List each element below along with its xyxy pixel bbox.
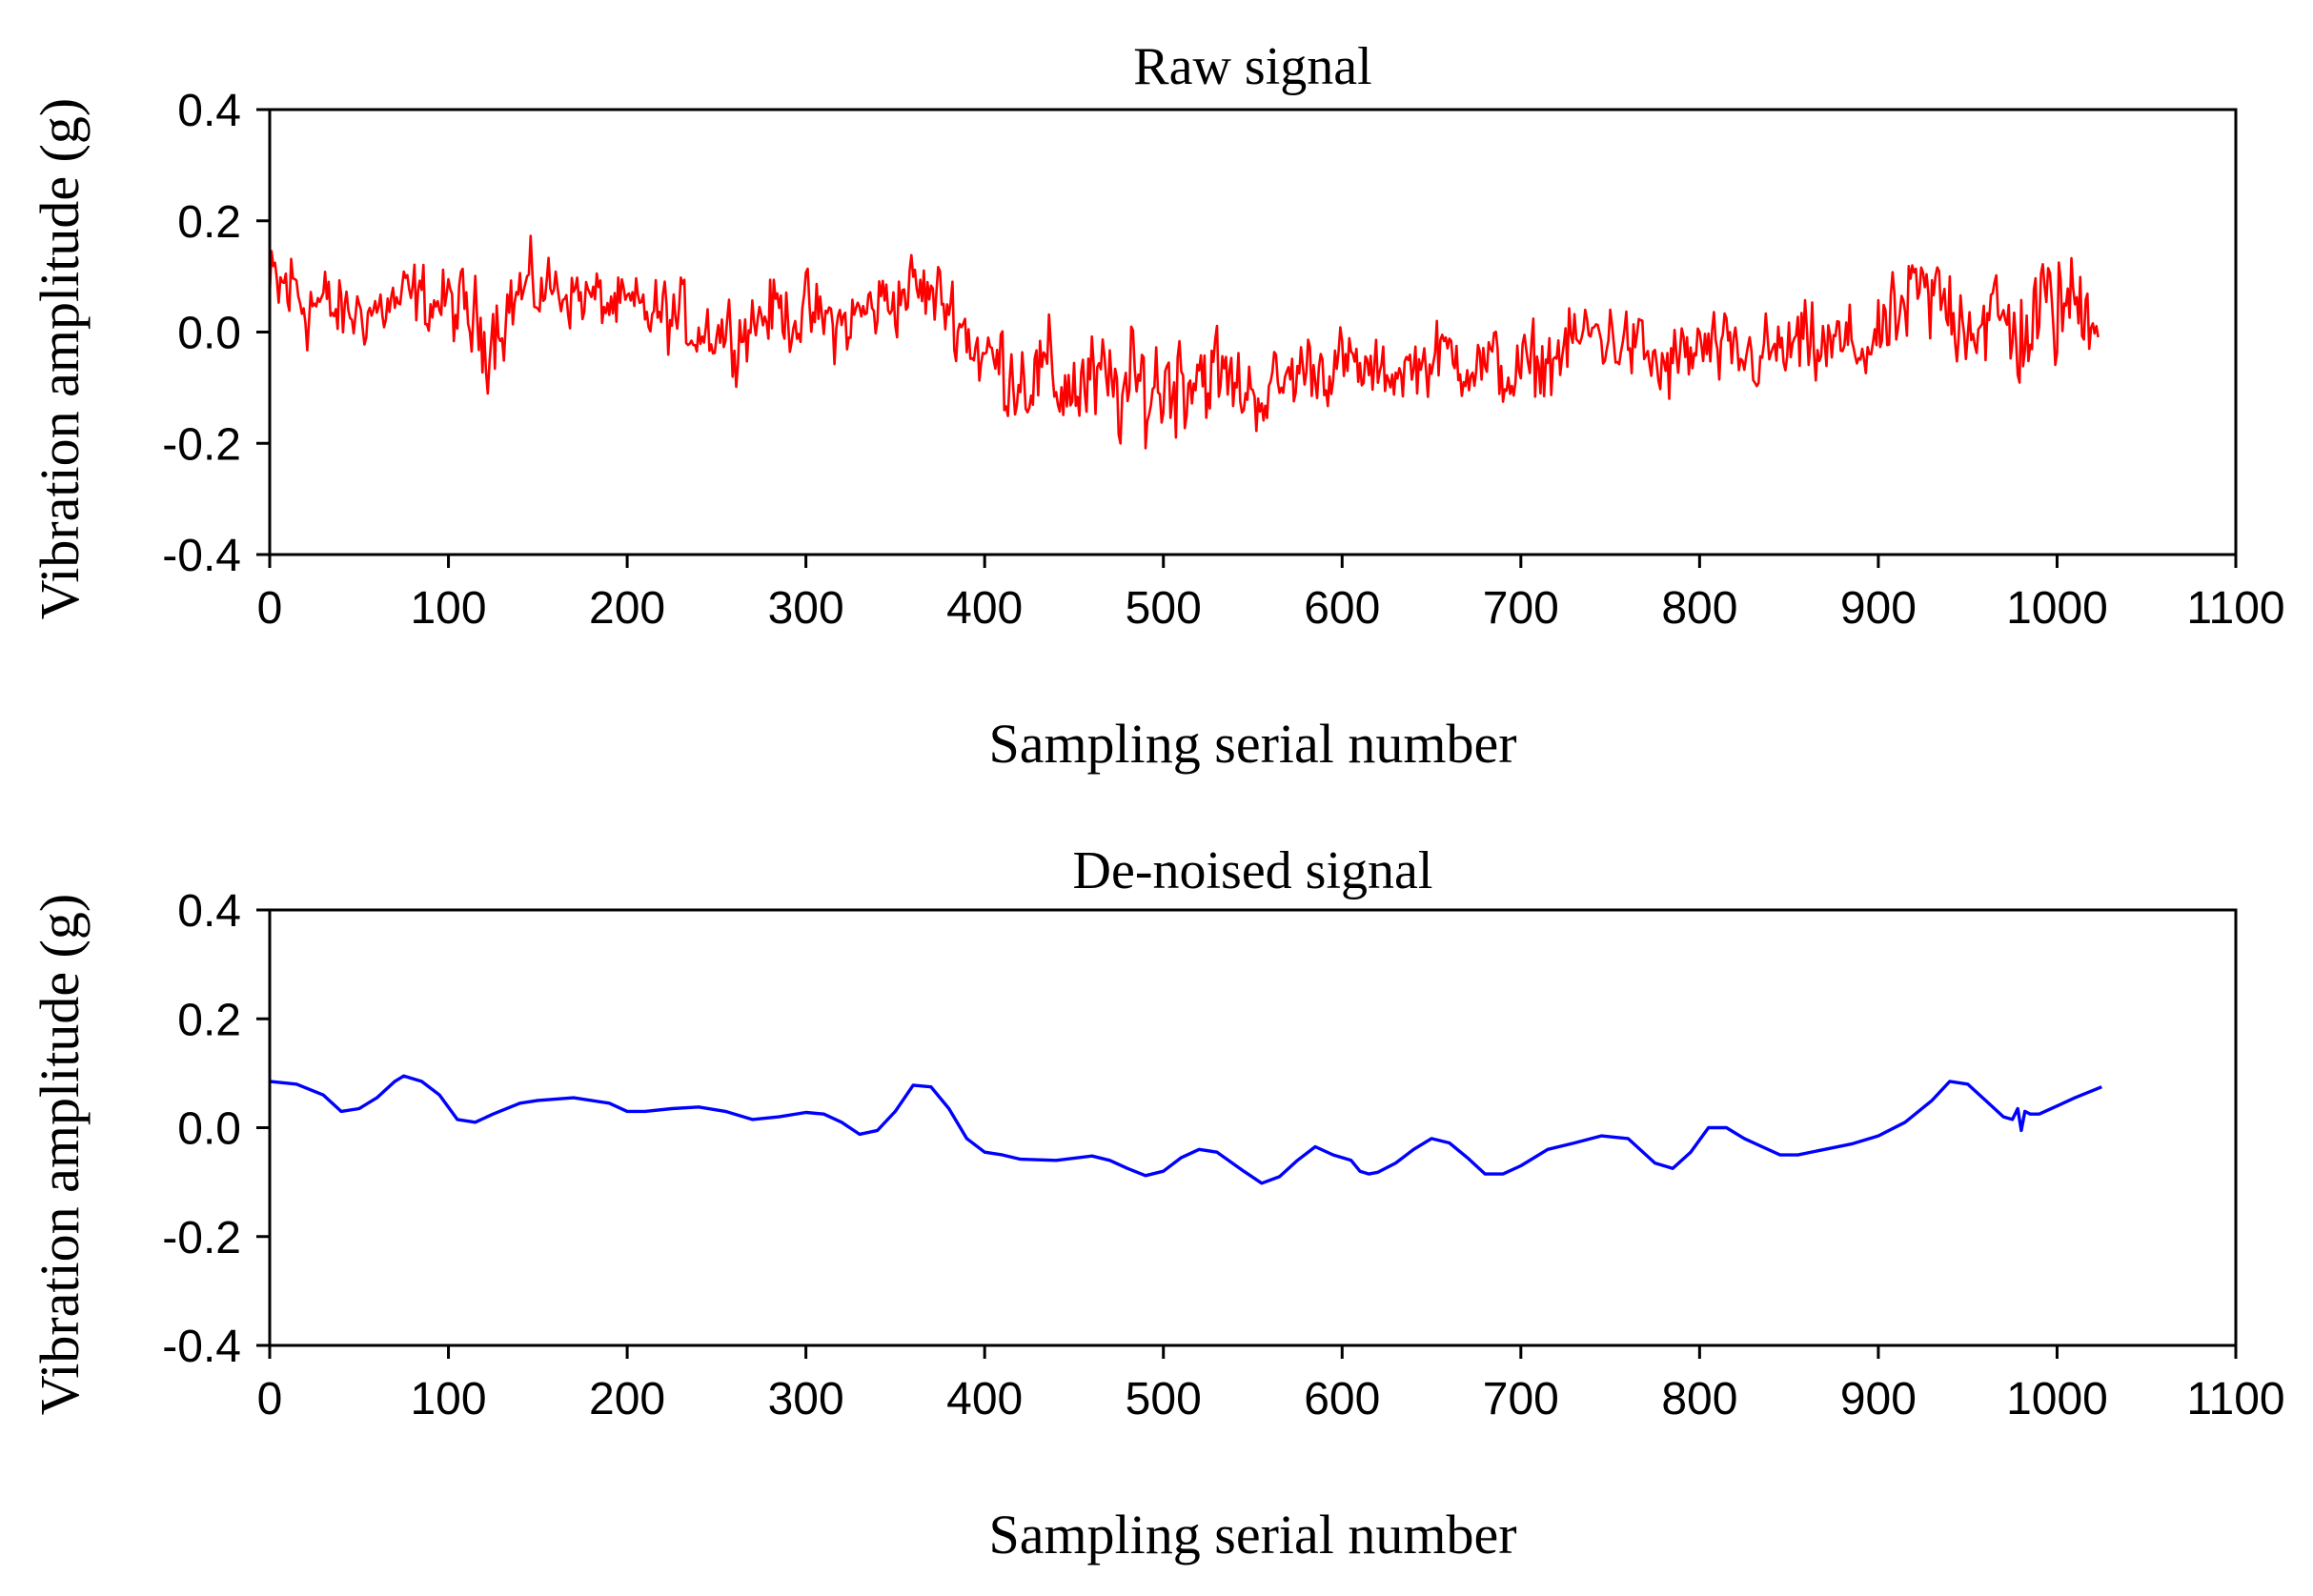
denoised-signal-y-axis-label: Vibration amplitude (g) [29, 894, 91, 1415]
denoised-signal-y-tick-label: -0.2 [162, 1213, 241, 1263]
denoised-signal-x-axis-label: Sampling serial number [988, 1504, 1516, 1566]
raw-signal-series [268, 234, 2100, 450]
denoised-signal-x-tick-label: 100 [410, 1374, 486, 1424]
raw-signal-x-tick-label: 0 [257, 583, 283, 634]
raw-signal-y-tick-label: 0.0 [177, 309, 241, 359]
denoised-signal-x-tick-label: 700 [1483, 1374, 1559, 1424]
raw-signal-axes: 0 100 200 300 400 500 600 700 800 900 1000 1100 -0.4… [162, 86, 2284, 634]
raw-signal-y-tick-label: -0.2 [162, 419, 241, 470]
denoised-signal-x-tick-label: 900 [1840, 1374, 1917, 1424]
raw-signal-x-tick-label: 400 [946, 583, 1023, 634]
denoised-signal-axes: 0 100 200 300 400 500 600 700 800 900 1000 1100 -0.4… [162, 886, 2284, 1424]
denoised-signal-x-tick-label: 800 [1661, 1374, 1737, 1424]
raw-signal-x-tick-label: 100 [410, 583, 486, 634]
denoised-signal-y-tick-label: -0.4 [162, 1322, 241, 1372]
denoised-signal-y-tick-label: 0.4 [177, 886, 241, 937]
denoised-signal-x-tick-label: 500 [1126, 1374, 1202, 1424]
denoised-signal-plot-frame [268, 908, 2238, 1347]
denoised-signal-x-tick-label: 0 [257, 1374, 283, 1424]
denoised-signal-x-tick-label: 400 [946, 1374, 1023, 1424]
raw-signal-x-tick-label: 1100 [2186, 583, 2284, 634]
raw-signal-y-tick-label: 0.2 [177, 197, 241, 248]
raw-signal-x-tick-label: 600 [1304, 583, 1380, 634]
denoised-signal-title: De-noised signal [1073, 841, 1433, 900]
denoised-signal-x-tick-label: 1100 [2186, 1374, 2284, 1424]
denoised-signal-x-tick-label: 300 [768, 1374, 844, 1424]
raw-signal-x-tick-label: 900 [1840, 583, 1917, 634]
raw-signal-x-tick-label: 500 [1126, 583, 1202, 634]
raw-signal-x-tick-label: 700 [1483, 583, 1559, 634]
denoised-signal-line [269, 1074, 2102, 1185]
denoised-signal-x-tick-label: 200 [589, 1374, 665, 1424]
denoised-signal-y-tick-label: 0.0 [177, 1104, 241, 1155]
denoised-signal-x-tick-label: 1000 [2006, 1374, 2108, 1424]
raw-signal-x-tick-label: 300 [768, 583, 844, 634]
denoised-signal-series [269, 1074, 2102, 1185]
raw-signal-chart: Raw signal Sampling serial number Vibrat… [29, 37, 2285, 775]
raw-signal-x-tick-label: 1000 [2006, 583, 2108, 634]
raw-signal-y-tick-label: -0.4 [162, 531, 241, 581]
raw-signal-x-tick-label: 800 [1661, 583, 1737, 634]
denoised-signal-chart: De-noised signal Sampling serial number … [29, 841, 2285, 1566]
raw-signal-title: Raw signal [1133, 37, 1371, 96]
raw-signal-y-axis-label: Vibration amplitude (g) [29, 98, 91, 619]
raw-signal-y-tick-label: 0.4 [177, 86, 241, 136]
denoised-signal-y-tick-label: 0.2 [177, 995, 241, 1045]
raw-signal-x-tick-label: 200 [589, 583, 665, 634]
denoised-signal-x-tick-label: 600 [1304, 1374, 1380, 1424]
raw-signal-line [268, 234, 2100, 450]
raw-signal-plot-frame [268, 108, 2238, 556]
raw-signal-x-axis-label: Sampling serial number [988, 713, 1516, 775]
